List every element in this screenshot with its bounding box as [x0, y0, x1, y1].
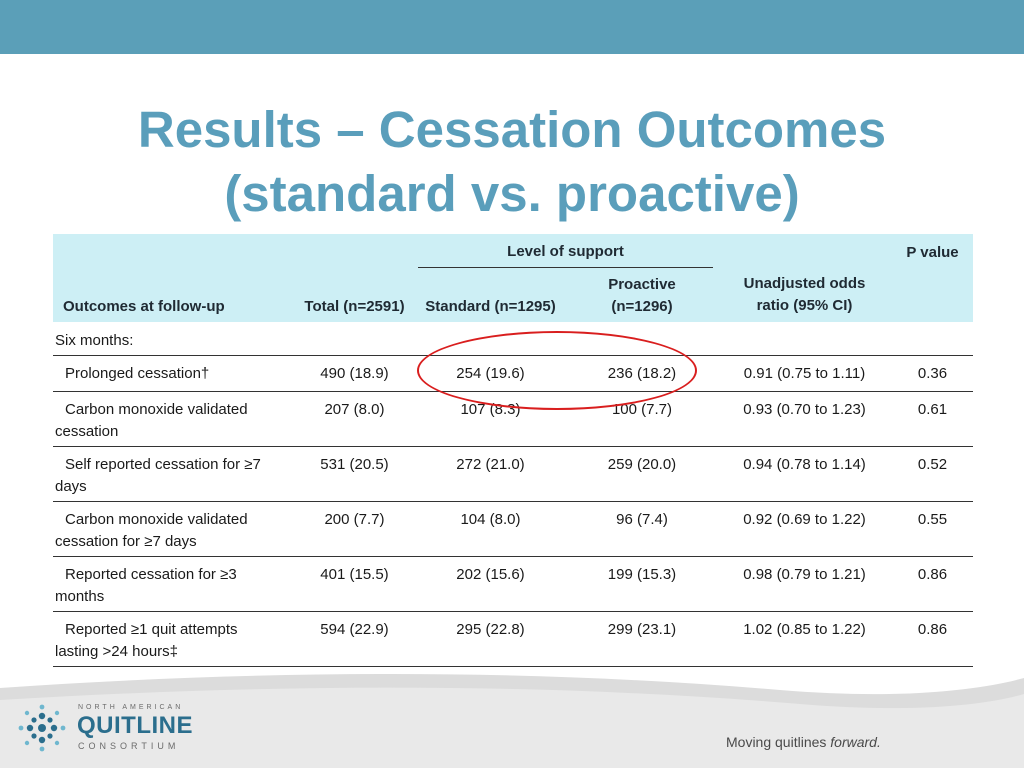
cell-odds: 0.94 (0.78 to 1.14)	[717, 445, 892, 501]
standard-header: Standard (n=1295)	[425, 298, 556, 315]
level-of-support-header: Level of support	[414, 234, 717, 268]
header-row-2: Outcomes at follow-up Total (n=2591) Sta…	[53, 268, 973, 322]
footer-wave	[0, 674, 1024, 768]
table-row: Reported ≥1 quit attempts lasting >24 hou…	[53, 610, 973, 667]
cell-standard: 104 (8.0)	[414, 500, 567, 556]
cell-total: 490 (18.9)	[295, 354, 414, 391]
row-label: Reported cessation for ≥3 months	[53, 555, 295, 611]
cell-total: 531 (20.5)	[295, 445, 414, 501]
header-row-1: Level of support P value	[53, 234, 973, 268]
cell-total: 594 (22.9)	[295, 610, 414, 667]
total-header: Total (n=2591)	[304, 298, 405, 315]
cell-odds: 0.91 (0.75 to 1.11)	[717, 354, 892, 391]
title-line-2: (standard vs. proactive)	[224, 165, 800, 222]
section-label: Six months:	[55, 332, 134, 349]
cell-standard: 202 (15.6)	[414, 555, 567, 611]
row-label: Carbon monoxide validated cessation for ≥…	[53, 500, 295, 556]
cell-total: 200 (7.7)	[295, 500, 414, 556]
cell-p: 0.86	[892, 555, 973, 611]
cell-p: 0.61	[892, 390, 973, 446]
section-row: Six months:	[53, 322, 973, 355]
proactive-header: Proactive (n=1296)	[608, 276, 676, 315]
cell-proactive: 259 (20.0)	[567, 445, 717, 501]
cell-total: 401 (15.5)	[295, 555, 414, 611]
table-row: Carbon monoxide validated cessation for ≥…	[53, 500, 973, 556]
cell-p: 0.86	[892, 610, 973, 667]
cell-p: 0.55	[892, 500, 973, 556]
logo-text-consortium: CONSORTIUM	[78, 741, 180, 751]
quitline-logo: NORTH AMERICAN QUITLINE CONSORTIUM	[16, 700, 206, 756]
highlight-circle	[417, 331, 697, 410]
quitline-logo-icon	[18, 704, 66, 752]
table-row: Self reported cessation for ≥7 days 531 (2…	[53, 445, 973, 501]
row-label: Self reported cessation for ≥7 days	[53, 445, 295, 501]
footer-tagline: Moving quitlines forward.	[726, 734, 881, 750]
cell-odds: 0.98 (0.79 to 1.21)	[717, 555, 892, 611]
cell-total: 207 (8.0)	[295, 390, 414, 446]
results-table-container: Level of support P value Outcomes at fol…	[53, 234, 973, 667]
cell-odds: 1.02 (0.85 to 1.22)	[717, 610, 892, 667]
cell-odds: 0.93 (0.70 to 1.23)	[717, 390, 892, 446]
cell-proactive: 199 (15.3)	[567, 555, 717, 611]
logo-text-quitline: QUITLINE	[77, 712, 193, 739]
row-label: Prolonged cessation†	[53, 354, 295, 391]
cell-odds: 0.92 (0.69 to 1.22)	[717, 500, 892, 556]
cell-standard: 272 (21.0)	[414, 445, 567, 501]
results-table: Level of support P value Outcomes at fol…	[53, 234, 973, 667]
table-row: Reported cessation for ≥3 months 401 (15.5…	[53, 555, 973, 611]
cell-standard: 295 (22.8)	[414, 610, 567, 667]
cell-p: 0.52	[892, 445, 973, 501]
cell-p: 0.36	[892, 354, 973, 391]
p-value-header: P value	[906, 244, 959, 261]
title-line-1: Results – Cessation Outcomes	[137, 101, 887, 158]
row-label: Carbon monoxide validated cessation	[53, 390, 295, 446]
top-band	[0, 0, 1024, 54]
row-label: Reported ≥1 quit attempts lasting >24 hou…	[53, 610, 295, 667]
odds-ratio-header: Unadjusted odds ratio (95% CI)	[743, 275, 866, 314]
cell-proactive: 299 (23.1)	[567, 610, 717, 667]
logo-text-north-american: NORTH AMERICAN	[78, 704, 184, 711]
cell-proactive: 96 (7.4)	[567, 500, 717, 556]
outcomes-header: Outcomes at follow-up	[63, 298, 225, 315]
slide-title: Results – Cessation Outcomes (standard v…	[0, 98, 1024, 226]
